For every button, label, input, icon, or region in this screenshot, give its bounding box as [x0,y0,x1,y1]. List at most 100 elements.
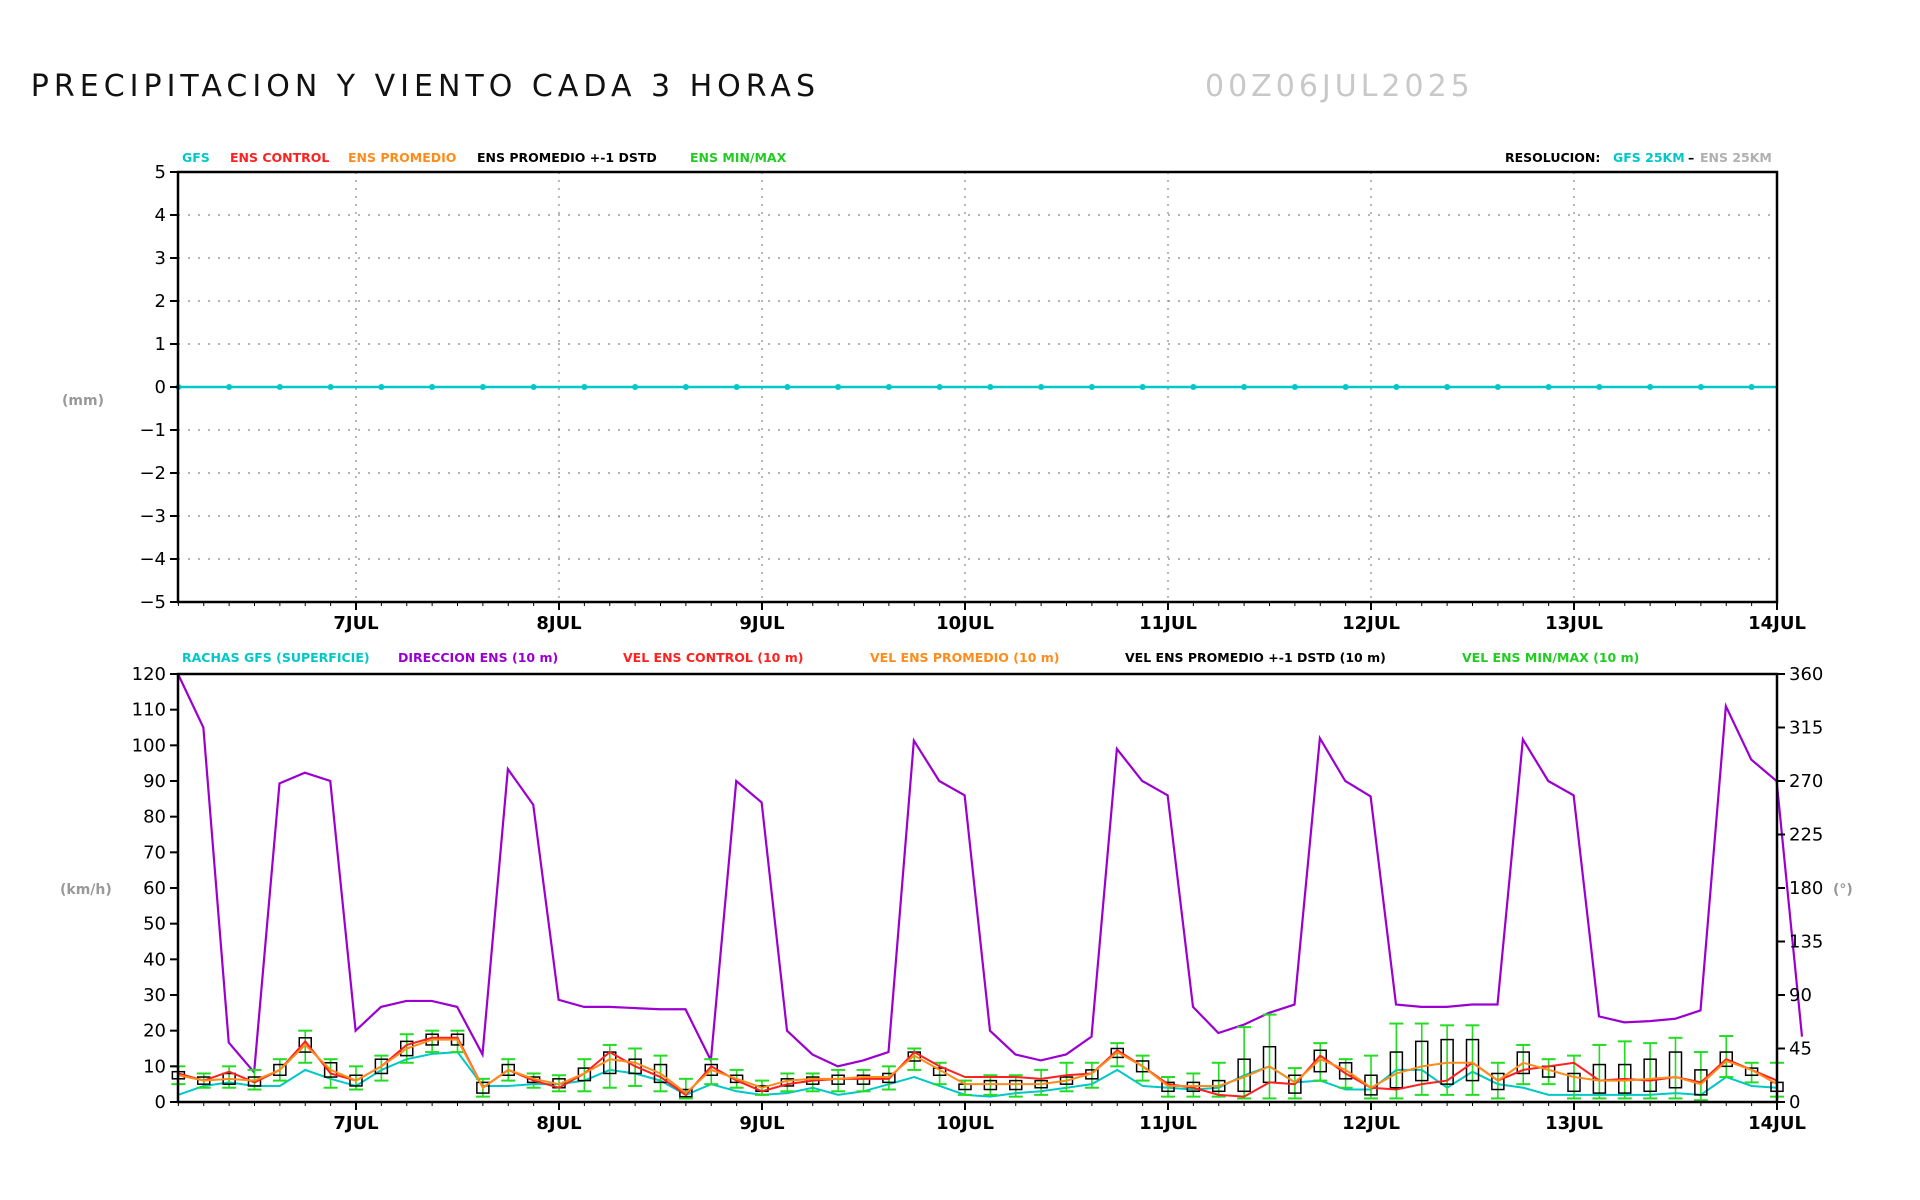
precip-gfs-point [479,384,486,390]
wind-std-box [1135,1060,1150,1073]
precip-ytick-label: −2 [139,463,166,484]
wind-xtick-label: 9JUL [739,1113,784,1134]
wind-xtick-label: 10JUL [936,1113,994,1134]
wind-std-box [1415,1040,1429,1082]
wind-std-box [1567,1072,1581,1093]
wind-ytick-right-label: 315 [1789,718,1823,739]
wind-std-box [1668,1051,1683,1089]
legend-vel-std: VEL ENS PROMEDIO +-1 DSTD (10 m) [1125,650,1386,665]
wind-std-box [374,1058,389,1075]
precip-gfs-point [378,384,385,390]
wind-direccion-line [177,673,1804,1075]
precip-gfs-point [1139,384,1146,390]
precip-gfs-point [276,384,283,390]
precip-gfs-point [1241,384,1248,390]
precip-gfs-point [429,384,436,390]
precip-gfs-point [327,384,334,390]
wind-ytick-left-label: 20 [143,1021,166,1042]
wind-ytick-left-label: 30 [143,985,166,1006]
legend-resolucion-label: RESOLUCION: [1505,150,1600,165]
precip-ytick-label: 5 [155,162,166,183]
wind-rachas-gfs-line [178,1051,1778,1098]
precip-gfs-point [1393,384,1400,390]
wind-ytick-right-label: 45 [1789,1039,1812,1060]
wind-std-box [323,1062,338,1078]
wind-std-box [476,1081,490,1094]
date-label: 00Z06JUL2025 [1205,69,1474,104]
precip-gfs-point [581,384,588,390]
wind-std-box [247,1076,262,1087]
wind-ytick-left-label: 80 [143,807,166,828]
precip-ytick-label: 0 [155,377,166,398]
precip-gfs-point [733,384,740,390]
wind-ytick-left-label: 0 [155,1092,166,1113]
legend-ens-minmax: ENS MIN/MAX [690,150,787,165]
precip-ytick-label: −1 [139,420,166,441]
wind-plot-frame [176,672,1779,1104]
wind-std-box [273,1063,287,1077]
wind-ytick-left-label: 100 [132,735,166,756]
precip-gfs-point [1697,384,1704,390]
precip-gfs-point [1190,384,1197,390]
precip-gfs-point [1038,384,1045,390]
precip-xtick-label: 12JUL [1342,613,1400,634]
wind-std-box [679,1088,693,1098]
precip-xtick-label: 10JUL [936,613,994,634]
legend-resolucion-sep: – [1688,150,1694,165]
legend-vel-minmax: VEL ENS MIN/MAX (10 m) [1462,650,1639,665]
precip-gfs-point [682,384,689,390]
wind-std-box [1643,1058,1657,1093]
wind-std-box [349,1074,363,1087]
precip-ytick-label: 4 [155,205,166,226]
wind-std-box [1338,1062,1353,1080]
precip-gfs-point [1748,384,1755,390]
legend-resolucion-gfs: GFS 25KM [1613,150,1685,165]
wind-xtick-label: 12JUL [1342,1113,1400,1134]
legend-direccion: DIRECCION ENS (10 m) [398,650,558,665]
precip-gfs-point [530,384,537,390]
precip-ytick-label: 1 [155,334,166,355]
wind-std-box [1516,1051,1530,1075]
wind-ytick-right-label: 360 [1789,664,1823,685]
wind-std-box [729,1074,744,1084]
wind-ytick-left-label: 70 [143,842,166,863]
wind-xtick-label: 14JUL [1748,1113,1806,1134]
wind-xtick-label: 11JUL [1139,1113,1197,1134]
wind-std-box [1491,1072,1505,1091]
wind-ytick-right-label: 0 [1789,1092,1800,1113]
wind-std-box [400,1040,414,1057]
precip-gfs-point [784,384,791,390]
wind-y-unit-left: (km/h) [60,882,112,898]
precip-gfs-point [1545,384,1552,390]
wind-std-box [932,1067,947,1077]
precip-ytick-label: −4 [139,549,166,570]
wind-ytick-left-label: 40 [143,949,166,970]
wind-vel-promedio-line [178,1038,1778,1095]
precip-plot-frame [176,170,1779,604]
wind-std-box [1465,1038,1480,1082]
wind-legend: RACHAS GFS (SUPERFICIE) DIRECCION ENS (1… [182,650,1639,665]
wind-ytick-left-label: 60 [143,878,166,899]
precip-ytick-label: −3 [139,506,166,527]
precip-xtick-label: 9JUL [739,613,784,634]
wind-axes: 1201101009080706050403020100360315270225… [132,664,1824,1134]
precip-gfs-point [1291,384,1298,390]
precip-gfs-point [226,384,233,390]
precip-gfs-point [1494,384,1501,390]
wind-y-unit-right: (°) [1833,882,1853,898]
wind-vel-control-line [178,1036,1778,1098]
wind-xtick-label: 7JUL [333,1113,378,1134]
wind-ytick-left-label: 90 [143,771,166,792]
precip-ytick-label: 3 [155,248,166,269]
wind-ytick-right-label: 90 [1789,985,1812,1006]
wind-series [171,673,1804,1102]
wind-ytick-left-label: 10 [143,1056,166,1077]
wind-std-box [298,1037,312,1053]
wind-std-box [577,1067,592,1082]
wind-xtick-label: 13JUL [1545,1113,1603,1134]
legend-rachas-gfs: RACHAS GFS (SUPERFICIE) [182,650,370,665]
wind-xtick-label: 8JUL [536,1113,581,1134]
precip-gfs-point [835,384,842,390]
wind-std-box [1389,1051,1404,1089]
